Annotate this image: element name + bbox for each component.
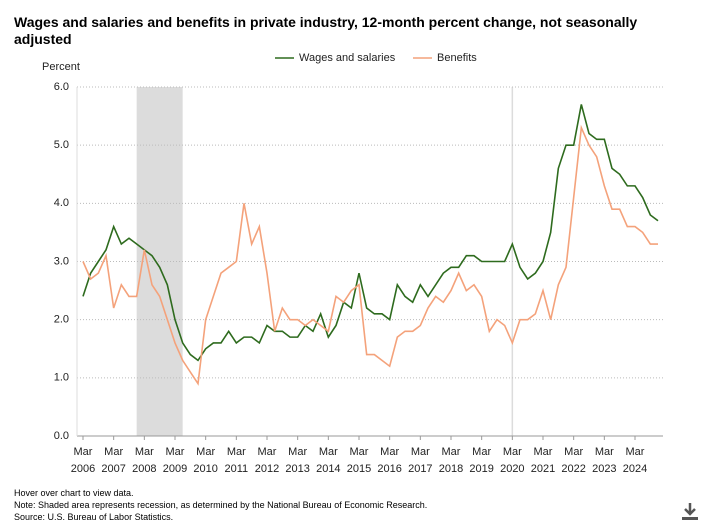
x-tick-label: Mar 2020 (500, 446, 525, 475)
x-tick-label: Mar 2024 (622, 446, 648, 475)
note: Source: U.S. Bureau of Labor Statistics. (14, 512, 174, 522)
y-tick-label: 0.0 (54, 430, 69, 442)
x-tick-label: Mar 2010 (193, 446, 218, 475)
x-tick-label: Mar 2006 (70, 446, 96, 475)
series-line (82, 104, 659, 362)
y-tick-label: 6.0 (54, 81, 69, 93)
x-tick-label: Mar 2009 (162, 446, 188, 475)
x-tick-label: Mar 2007 (101, 446, 126, 475)
x-tick-label: Mar 2022 (561, 446, 586, 475)
x-tick-label: Mar 2017 (408, 446, 433, 475)
x-tick-label: Mar 2023 (592, 446, 617, 475)
y-tick-label: 5.0 (54, 139, 69, 151)
note: Hover over chart to view data. (14, 488, 134, 498)
y-tick-label: 4.0 (54, 197, 69, 209)
y-tick-label: 1.0 (54, 372, 69, 384)
x-tick-label: Mar 2015 (346, 446, 372, 475)
x-tick-label: Mar 2011 (224, 446, 249, 475)
notes: Hover over chart to view data. Note: Sha… (14, 487, 427, 523)
x-tick-label: Mar 2014 (316, 446, 341, 475)
x-tick-label: Mar 2012 (254, 446, 280, 475)
legend-item: Benefits (413, 52, 477, 64)
x-tick-label: Mar 2019 (469, 446, 494, 475)
note: Note: Shaded area represents recession, … (14, 500, 428, 510)
x-tick-label: Mar 2021 (530, 446, 556, 475)
legend-item: Wages and salaries (275, 52, 396, 64)
x-tick-label: Mar 2008 (132, 446, 157, 475)
x-tick-label: Mar 2016 (377, 446, 402, 475)
chart-title: Wages and salaries and benefits in priva… (14, 14, 638, 47)
legend-label: Benefits (437, 52, 477, 64)
y-tick-label: 3.0 (54, 255, 69, 267)
download-icon[interactable] (682, 503, 698, 520)
x-tick-label: Mar 2013 (285, 446, 310, 475)
y-tick-label: 2.0 (54, 314, 69, 326)
legend-label: Wages and salaries (299, 52, 396, 64)
recession-shade (136, 87, 183, 436)
x-tick-label: Mar 2018 (438, 446, 464, 475)
y-axis-label: Percent (42, 61, 80, 73)
series-line (82, 124, 658, 386)
